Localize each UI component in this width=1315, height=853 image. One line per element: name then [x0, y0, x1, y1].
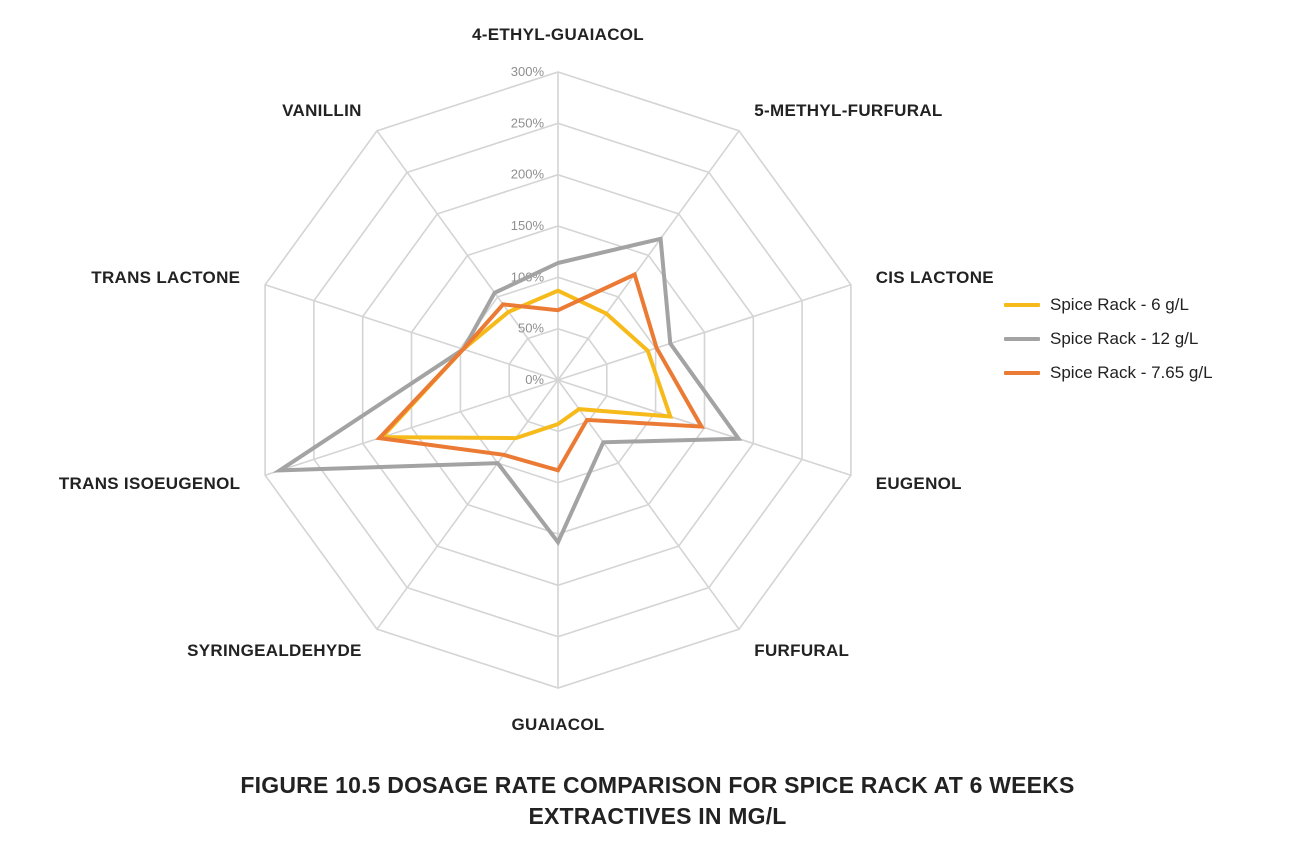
spoke-syringealdehyde	[376, 379, 559, 630]
legend-label-765gl: Spice Rack - 7.65 g/L	[1050, 363, 1213, 382]
tick-label-250: 250%	[511, 115, 545, 130]
caption-line-1: FIGURE 10.5 DOSAGE RATE COMPARISON FOR S…	[240, 772, 1075, 798]
axis-label-trans-lactone: TRANS LACTONE	[91, 268, 240, 287]
axis-label-trans-isoeugenol: TRANS ISOEUGENOL	[59, 474, 240, 493]
spoke-trans-lactone	[264, 284, 559, 381]
legend-label-6gl: Spice Rack - 6 g/L	[1050, 295, 1189, 314]
series-line-spice-rack-6-g-l	[377, 288, 674, 441]
axis-label-4-ethyl-guaiacol: 4-ETHYL-GUAIACOL	[472, 25, 644, 44]
tick-label-0: 0%	[525, 372, 544, 387]
caption-line-2: EXTRACTIVES IN MG/L	[528, 803, 787, 829]
legend-item-12gl: Spice Rack - 12 g/L	[1004, 322, 1213, 356]
legend-swatch-12gl	[1004, 337, 1040, 341]
legend-label-12gl: Spice Rack - 12 g/L	[1050, 329, 1199, 348]
axis-label-syringealdehyde: SYRINGEALDEHYDE	[187, 641, 362, 660]
axis-label-eugenol: EUGENOL	[876, 474, 962, 493]
spoke-5-methyl-furfural	[557, 130, 740, 381]
axis-label-vanillin: VANILLIN	[282, 101, 362, 120]
legend-item-6gl: Spice Rack - 6 g/L	[1004, 288, 1213, 322]
spoke-vanillin	[376, 130, 559, 381]
data-series	[272, 236, 743, 547]
spoke-trans-isoeugenol	[264, 379, 559, 476]
spoke-eugenol	[557, 379, 852, 476]
legend-swatch-6gl	[1004, 303, 1040, 307]
chart-legend: Spice Rack - 6 g/L Spice Rack - 12 g/L S…	[1004, 288, 1213, 390]
spoke-cis-lactone	[557, 284, 852, 381]
spoke-furfural	[557, 379, 740, 630]
legend-item-765gl: Spice Rack - 7.65 g/L	[1004, 356, 1213, 390]
axis-label-cis-lactone: CIS LACTONE	[876, 268, 994, 287]
tick-label-200: 200%	[511, 167, 545, 182]
axis-labels: 4-ETHYL-GUAIACOL 5-METHYL-FURFURAL CIS LAC…	[59, 25, 994, 734]
legend-swatch-765gl	[1004, 371, 1040, 375]
tick-label-300: 300%	[511, 64, 545, 79]
series-line-spice-rack-7-65-g-l	[375, 271, 706, 473]
axis-label-5-methyl-furfural: 5-METHYL-FURFURAL	[754, 101, 942, 120]
series-line-spice-rack-12-g-l	[272, 236, 743, 547]
tick-label-150: 150%	[511, 218, 545, 233]
figure-caption: FIGURE 10.5 DOSAGE RATE COMPARISON FOR S…	[0, 770, 1315, 832]
tick-label-50: 50%	[518, 321, 544, 336]
axis-label-furfural: FURFURAL	[754, 641, 849, 660]
axis-label-guaiacol: GUAIACOL	[511, 715, 604, 734]
